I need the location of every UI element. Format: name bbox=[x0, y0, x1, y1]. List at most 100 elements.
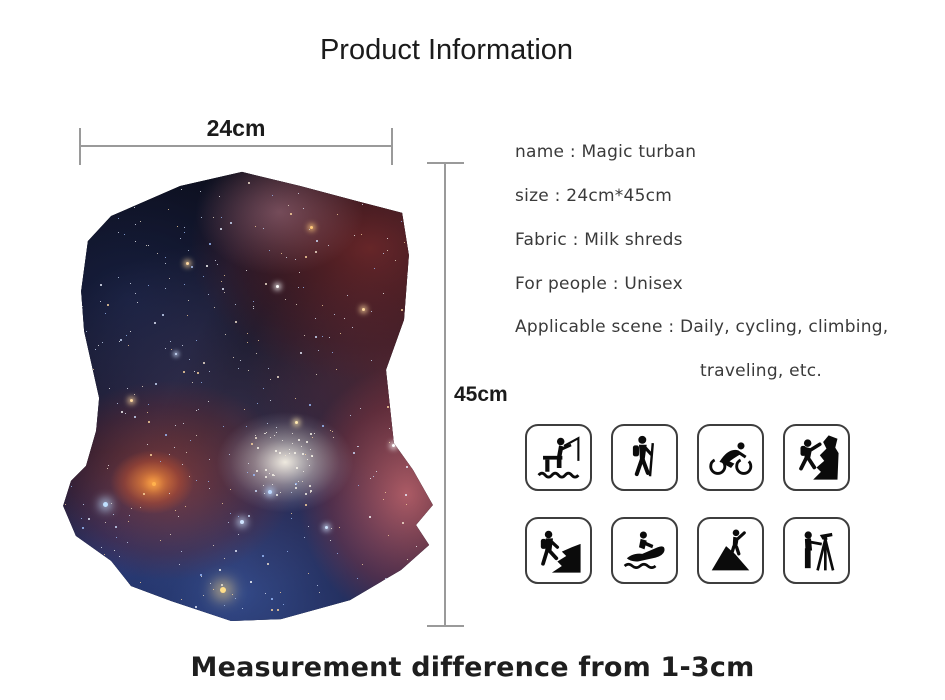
star-dot bbox=[291, 513, 293, 515]
star-dot bbox=[221, 280, 223, 282]
star-dot bbox=[202, 594, 204, 596]
star-dot bbox=[334, 313, 336, 315]
star-dot bbox=[196, 339, 198, 341]
star-dot bbox=[208, 487, 210, 489]
star-dot bbox=[421, 221, 423, 223]
star-dot bbox=[217, 264, 219, 266]
star-dot bbox=[289, 448, 291, 450]
star-dot bbox=[286, 551, 288, 552]
star-dot bbox=[294, 486, 297, 489]
scene-icon-cycling bbox=[697, 424, 764, 491]
star-dot bbox=[86, 236, 88, 238]
star-dot bbox=[406, 466, 409, 469]
star-dot bbox=[364, 604, 366, 606]
star-dot bbox=[392, 401, 394, 403]
star-dot bbox=[241, 608, 243, 610]
star-dot bbox=[240, 519, 245, 524]
star-dot bbox=[76, 417, 79, 420]
star-dot bbox=[66, 441, 68, 443]
star-dot bbox=[196, 480, 198, 482]
star-dot bbox=[279, 492, 281, 493]
star-dot bbox=[160, 172, 162, 174]
star-dot bbox=[267, 562, 270, 565]
star-dot bbox=[318, 591, 320, 593]
star-dot bbox=[276, 432, 278, 434]
star-dot bbox=[360, 234, 362, 235]
star-dot bbox=[247, 181, 250, 184]
star-dot bbox=[128, 520, 130, 522]
star-dot bbox=[133, 416, 136, 419]
star-dot bbox=[147, 420, 150, 423]
summit-icon bbox=[711, 529, 750, 571]
star-dot bbox=[333, 437, 335, 439]
star-dot bbox=[174, 446, 176, 448]
product-photo bbox=[63, 171, 433, 627]
star-dot bbox=[309, 228, 311, 230]
star-dot bbox=[239, 360, 241, 362]
star-dot bbox=[295, 304, 297, 306]
star-dot bbox=[279, 452, 282, 455]
scene-icon-jet-ski bbox=[611, 517, 678, 584]
star-dot bbox=[168, 208, 169, 210]
star-dot bbox=[272, 474, 275, 477]
star-dot bbox=[153, 322, 156, 325]
star-dot bbox=[253, 473, 256, 476]
star-dot bbox=[367, 609, 369, 611]
star-dot bbox=[264, 493, 266, 495]
height-dimension-line bbox=[427, 162, 464, 627]
star-dot bbox=[134, 223, 136, 225]
star-dot bbox=[362, 564, 364, 566]
star-dot bbox=[184, 227, 186, 229]
star-dot bbox=[125, 412, 127, 414]
star-dot bbox=[387, 406, 390, 409]
star-dot bbox=[110, 503, 112, 505]
star-dot bbox=[246, 333, 248, 335]
star-dot bbox=[265, 469, 268, 472]
star-dot bbox=[171, 348, 173, 350]
star-dot bbox=[291, 432, 293, 434]
star-dot bbox=[424, 359, 426, 361]
star-dot bbox=[309, 485, 312, 487]
star-dot bbox=[164, 256, 166, 258]
detail-name: name : Magic turban bbox=[515, 142, 697, 162]
star-dot bbox=[254, 225, 256, 227]
star-dot bbox=[282, 440, 284, 442]
star-dot bbox=[75, 626, 76, 627]
star-dot bbox=[147, 285, 149, 287]
star-dot bbox=[183, 422, 185, 424]
star-dot bbox=[160, 173, 163, 176]
star-dot bbox=[121, 606, 124, 609]
star-dot bbox=[304, 334, 306, 336]
star-dot bbox=[65, 250, 67, 252]
star-dot bbox=[94, 618, 96, 620]
star-dot bbox=[298, 481, 300, 483]
star-dot bbox=[264, 593, 266, 595]
star-dot bbox=[101, 342, 103, 344]
star-dot bbox=[275, 450, 278, 453]
star-dot bbox=[115, 526, 118, 529]
star-dot bbox=[164, 262, 166, 264]
star-dot bbox=[238, 534, 240, 536]
star-dot bbox=[182, 370, 185, 373]
star-dot bbox=[148, 403, 150, 405]
star-dot bbox=[411, 333, 413, 335]
star-dot bbox=[284, 299, 286, 301]
star-dot bbox=[371, 359, 373, 361]
star-dot bbox=[105, 313, 107, 315]
star-dot bbox=[186, 315, 188, 317]
star-dot bbox=[269, 620, 271, 621]
star-dot bbox=[195, 409, 197, 411]
star-dot bbox=[181, 598, 183, 600]
star-dot bbox=[131, 185, 133, 187]
star-dot bbox=[384, 601, 386, 603]
star-dot bbox=[293, 452, 296, 455]
star-dot bbox=[119, 340, 120, 342]
star-dot bbox=[415, 398, 417, 400]
star-dot bbox=[342, 185, 345, 188]
star-dot bbox=[423, 348, 425, 350]
star-dot bbox=[127, 345, 129, 347]
star-dot bbox=[262, 227, 264, 229]
star-dot bbox=[271, 484, 273, 486]
star-dot bbox=[179, 237, 181, 239]
star-dot bbox=[162, 314, 165, 317]
